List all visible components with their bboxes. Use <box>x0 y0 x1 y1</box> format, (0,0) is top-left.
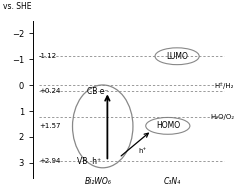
Text: Bi₂WO₆: Bi₂WO₆ <box>85 177 112 186</box>
Text: +1.57: +1.57 <box>39 123 60 129</box>
Text: H⁺/H₂: H⁺/H₂ <box>215 82 234 89</box>
Text: LUMO: LUMO <box>166 52 188 61</box>
Text: H₂O/O₂: H₂O/O₂ <box>210 114 234 120</box>
Text: HOMO: HOMO <box>156 121 180 130</box>
Text: h⁺: h⁺ <box>139 148 147 154</box>
Text: C₃N₄: C₃N₄ <box>164 177 181 186</box>
Text: +2.94: +2.94 <box>39 158 60 164</box>
Text: CB e⁻: CB e⁻ <box>87 87 109 96</box>
Text: +0.24: +0.24 <box>39 88 60 94</box>
Text: -1.12: -1.12 <box>39 53 57 59</box>
Text: vs. SHE: vs. SHE <box>3 2 31 11</box>
Text: VB  h⁺: VB h⁺ <box>77 157 101 166</box>
